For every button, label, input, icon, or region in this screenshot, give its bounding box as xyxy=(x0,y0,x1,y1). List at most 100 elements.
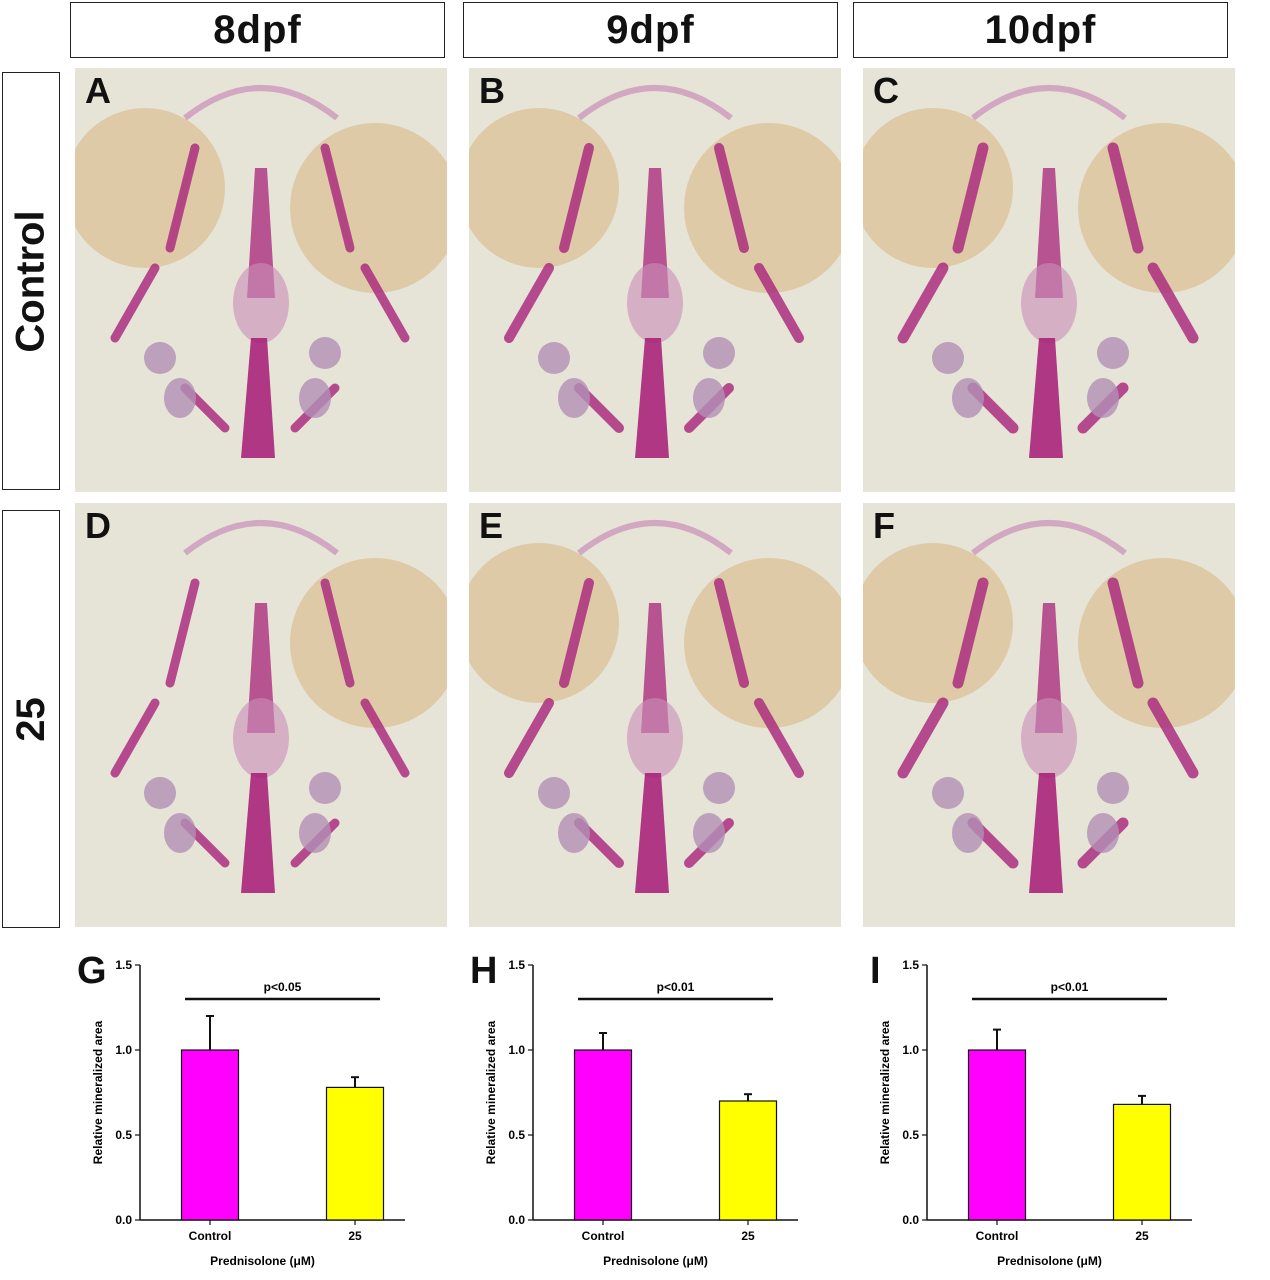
y-tick-label: 0.0 xyxy=(508,1213,525,1227)
otolith-left-2 xyxy=(558,378,590,418)
x-tick-label: Control xyxy=(976,1229,1019,1243)
significance-label: p<0.01 xyxy=(657,980,695,994)
neurocranium xyxy=(233,698,289,778)
row-header-25-label: 25 xyxy=(8,696,53,742)
yolk-left xyxy=(863,108,1013,268)
bar-chart-g: G 0.0 0.5 1.0 1.5 Control 25 p<0.05 Prednisolon… xyxy=(75,950,455,1275)
midline-bone xyxy=(241,338,275,458)
bar-control xyxy=(573,1049,633,1221)
lateral-bone xyxy=(165,578,200,688)
bar-chart-i-svg: 0.0 0.5 1.0 1.5 Control 25 p<0.01 Prednisolone … xyxy=(878,958,1192,1268)
panel-letter-f: F xyxy=(873,505,895,546)
bar-treated xyxy=(718,1100,778,1221)
panel-letter-a: A xyxy=(85,70,111,111)
specimen-image xyxy=(469,520,841,893)
x-axis-label: Prednisolone (μM) xyxy=(997,1254,1102,1268)
x-tick-label: 25 xyxy=(1135,1229,1149,1243)
specimen-group xyxy=(469,520,841,893)
neurocranium xyxy=(627,698,683,778)
specimen-image xyxy=(863,520,1235,893)
row-header-control-label: Control xyxy=(8,209,53,353)
otolith-right xyxy=(703,337,735,369)
specimen-group xyxy=(75,85,447,458)
lateral-bone xyxy=(360,698,410,778)
lateral-bone xyxy=(320,578,355,688)
otolith-right xyxy=(309,772,341,804)
bar-treated xyxy=(325,1086,385,1221)
photo-panel-b: B xyxy=(469,68,841,492)
chart-letter-h: H xyxy=(470,950,498,992)
yolk-left xyxy=(469,543,619,703)
lateral-bone xyxy=(559,578,594,688)
y-axis-label: Relative mineralized area xyxy=(878,1020,892,1164)
specimen-image xyxy=(110,520,447,893)
y-tick-label: 1.5 xyxy=(902,958,919,972)
x-axis-label: Prednisolone (μM) xyxy=(603,1254,708,1268)
bar-chart-h: H 0.0 0.5 1.0 1.5 Control 25 p<0.01 Prednisolon… xyxy=(468,950,848,1275)
ethmoid-arch xyxy=(183,520,339,556)
column-header-9dpf: 9dpf xyxy=(463,2,838,58)
otolith-right-2 xyxy=(299,813,331,853)
y-axis-label: Relative mineralized area xyxy=(484,1020,498,1164)
panel-letter-c: C xyxy=(873,70,899,111)
otolith-right-2 xyxy=(1087,378,1119,418)
ethmoid-arch xyxy=(577,85,733,121)
otolith-left-2 xyxy=(558,813,590,853)
ethmoid-arch xyxy=(971,85,1127,121)
bar-chart-h-svg: 0.0 0.5 1.0 1.5 Control 25 p<0.01 Prednisolone … xyxy=(484,958,798,1268)
bar-control xyxy=(180,1049,240,1221)
lateral-bone xyxy=(897,697,949,779)
panel-letter-b: B xyxy=(479,70,505,111)
specimen-group xyxy=(110,520,447,893)
otolith-left xyxy=(932,777,964,809)
y-tick-label: 1.5 xyxy=(508,958,525,972)
specimen-group xyxy=(469,85,841,458)
neurocranium xyxy=(233,263,289,343)
midline-bone xyxy=(635,338,669,458)
lateral-bone xyxy=(504,698,554,778)
lateral-bone xyxy=(360,263,410,343)
lateral-bone xyxy=(559,143,594,253)
ethmoid-arch xyxy=(183,85,339,121)
bar-chart-i: I 0.0 0.5 1.0 1.5 Control 25 p<0.01 Prednisolon… xyxy=(862,950,1242,1275)
photo-panel-c: C xyxy=(863,68,1235,492)
specimen-image xyxy=(863,85,1235,458)
ethmoid-arch xyxy=(577,520,733,556)
otolith-right-2 xyxy=(299,378,331,418)
otolith-left-2 xyxy=(164,813,196,853)
y-tick-label: 1.0 xyxy=(115,1043,132,1057)
photo-panel-a: A xyxy=(75,68,447,492)
x-tick-label: 25 xyxy=(741,1229,755,1243)
otolith-right xyxy=(309,337,341,369)
panel-letter-e: E xyxy=(479,505,504,546)
otolith-left-2 xyxy=(164,378,196,418)
neurocranium xyxy=(1021,263,1077,343)
y-tick-label: 0.5 xyxy=(508,1128,525,1142)
lateral-bone xyxy=(165,143,200,253)
ethmoid-arch xyxy=(971,520,1127,556)
lateral-bone xyxy=(1107,142,1144,254)
x-tick-label: 25 xyxy=(348,1229,362,1243)
lateral-bone xyxy=(952,142,989,254)
y-tick-label: 0.0 xyxy=(902,1213,919,1227)
otolith-right xyxy=(703,772,735,804)
otolith-left xyxy=(144,777,176,809)
yolk-left xyxy=(469,108,619,268)
otolith-left xyxy=(144,342,176,374)
chart-letter-i: I xyxy=(870,950,881,992)
lateral-bone xyxy=(110,698,160,778)
specimen-image xyxy=(75,85,447,458)
panel-letter-d: D xyxy=(85,505,111,546)
y-tick-label: 1.0 xyxy=(508,1043,525,1057)
lateral-bone xyxy=(754,263,804,343)
yolk-left xyxy=(863,543,1013,703)
lateral-bone xyxy=(754,698,804,778)
specimen-group xyxy=(863,85,1235,458)
column-header-10dpf: 10dpf xyxy=(853,2,1228,58)
otolith-left xyxy=(932,342,964,374)
lateral-bone xyxy=(952,577,989,689)
otolith-left xyxy=(538,342,570,374)
otolith-right xyxy=(1097,337,1129,369)
chart-letter-g: G xyxy=(77,950,107,992)
midline-bone xyxy=(635,773,669,893)
